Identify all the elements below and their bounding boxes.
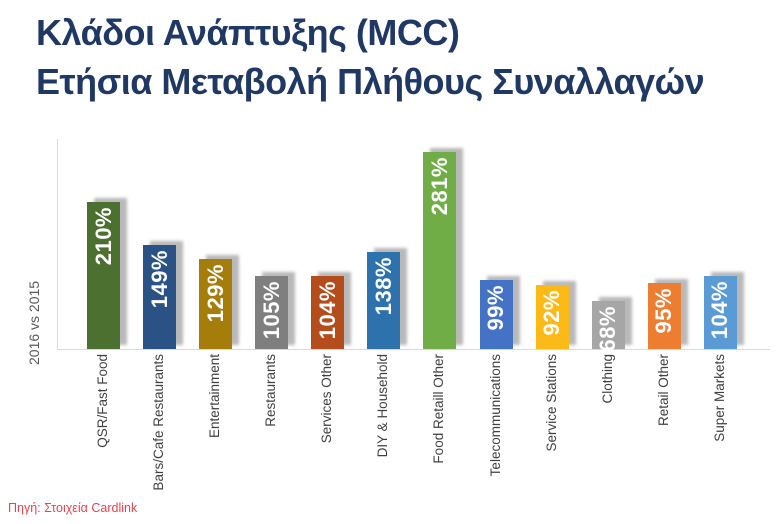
- x-label-telecommunications: Telecommunications: [487, 354, 503, 477]
- bar-diy-household: 138%: [367, 252, 401, 349]
- x-label-restaurants: Restaurants: [263, 354, 279, 427]
- x-cell-service-stations: Service Stations: [535, 354, 568, 452]
- bar-cell-qsr-fast-food: 210%: [87, 139, 120, 349]
- x-labels-row: QSR/Fast Food Bars/Cafe Restaurants Entert…: [57, 354, 769, 519]
- plot-area: 210% 149% 129% 105% 104% 138% 281% 99% 92% 68% 95%…: [57, 139, 770, 352]
- bar-value-label-qsr-fast-food: 210%: [90, 207, 116, 266]
- bar-value-label-service-stations: 92%: [539, 289, 565, 336]
- chart-title-line2: Ετήσια Μεταβολή Πλήθους Συναλλαγών: [36, 61, 705, 102]
- x-label-clothing: Clothing: [599, 354, 615, 404]
- bar-cell-clothing: 68%: [591, 139, 625, 352]
- x-label-retail-other: Retail Other: [655, 354, 671, 427]
- bar-clothing: 68%: [591, 301, 625, 352]
- x-cell-services-other: Services Other: [310, 354, 343, 443]
- x-cell-retail-other: Retail Other: [647, 354, 680, 426]
- bar-cell-super-markets: 104%: [703, 139, 737, 349]
- bar-value-label-clothing: 68%: [595, 306, 621, 352]
- bar-value-label-diy-household: 138%: [370, 257, 396, 316]
- x-cell-super-markets: Super Markets: [703, 354, 736, 442]
- bar-cell-retail-other: 95%: [647, 139, 681, 349]
- bar-retail-other: 95%: [647, 282, 681, 349]
- bar-value-label-retail-other: 95%: [651, 287, 677, 334]
- bar-cell-restaurants: 105%: [255, 139, 289, 349]
- x-label-food-retaill-other: Food Retaill Other: [431, 354, 447, 464]
- chart-title: Κλάδοι Ανάπτυξης (MCC) Ετήσια Μεταβολή Π…: [36, 8, 776, 106]
- x-cell-telecommunications: Telecommunications: [479, 354, 512, 476]
- x-cell-food-retaill-other: Food Retaill Other: [422, 354, 455, 464]
- y-axis-title: 2016 vs 2015: [26, 280, 42, 365]
- x-cell-bars-cafe-restaurants: Bars/Cafe Restaurants: [142, 354, 175, 491]
- x-cell-diy-household: DIY & Household: [366, 354, 399, 457]
- bar-food-retaill-other: 281%: [423, 152, 457, 349]
- x-cell-entertainment: Entertainment: [198, 354, 231, 438]
- bar-cell-service-stations: 92%: [535, 139, 569, 349]
- bar-telecommunications: 99%: [479, 279, 513, 349]
- bar-cell-entertainment: 129%: [199, 139, 233, 349]
- bar-entertainment: 129%: [199, 258, 233, 349]
- bar-qsr-fast-food: 210%: [87, 202, 120, 349]
- x-cell-qsr-fast-food: QSR/Fast Food: [86, 354, 119, 448]
- bar-cell-food-retaill-other: 281%: [423, 139, 457, 349]
- bar-cell-bars-cafe-restaurants: 149%: [143, 139, 177, 349]
- x-label-diy-household: DIY & Household: [375, 354, 391, 458]
- bar-value-label-services-other: 104%: [314, 281, 340, 340]
- x-label-entertainment: Entertainment: [207, 354, 223, 439]
- bar-bars-cafe-restaurants: 149%: [143, 244, 177, 349]
- bars-row: 210% 149% 129% 105% 104% 138% 281% 99% 92% 68% 95%…: [58, 139, 770, 352]
- bar-cell-services-other: 104%: [311, 139, 345, 349]
- x-label-services-other: Services Other: [319, 354, 335, 444]
- source-note: Πηγή: Στοιχεία Cardlink: [8, 501, 138, 515]
- bar-value-label-food-retaill-other: 281%: [426, 157, 452, 216]
- x-label-bars-cafe-restaurants: Bars/Cafe Restaurants: [151, 354, 167, 491]
- bar-cell-telecommunications: 99%: [479, 139, 513, 349]
- bar-cell-diy-household: 138%: [367, 139, 401, 349]
- x-label-qsr-fast-food: QSR/Fast Food: [95, 354, 110, 448]
- x-label-super-markets: Super Markets: [711, 354, 727, 442]
- bar-service-stations: 92%: [535, 284, 569, 349]
- bar-value-label-super-markets: 104%: [707, 281, 733, 340]
- bar-services-other: 104%: [311, 276, 345, 349]
- bar-value-label-telecommunications: 99%: [483, 284, 509, 331]
- bar-value-label-bars-cafe-restaurants: 149%: [146, 249, 172, 308]
- x-cell-restaurants: Restaurants: [254, 354, 287, 427]
- bar-super-markets: 104%: [703, 276, 737, 349]
- x-label-service-stations: Service Stations: [543, 354, 559, 452]
- bar-value-label-restaurants: 105%: [258, 280, 284, 339]
- chart-title-line1: Κλάδοι Ανάπτυξης (MCC): [36, 12, 460, 53]
- bar-restaurants: 105%: [255, 275, 289, 349]
- x-cell-clothing: Clothing: [591, 354, 624, 404]
- bar-value-label-entertainment: 129%: [202, 263, 228, 322]
